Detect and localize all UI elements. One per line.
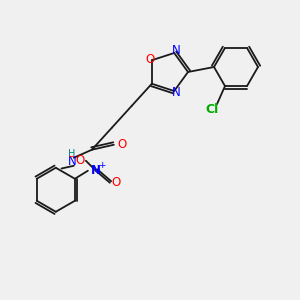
Text: O: O <box>145 53 154 66</box>
Text: O: O <box>117 138 126 151</box>
Text: +: + <box>98 161 106 170</box>
Text: N: N <box>172 44 181 58</box>
Text: −: − <box>67 151 75 160</box>
Text: Cl: Cl <box>206 103 219 116</box>
Text: H: H <box>68 149 76 159</box>
Text: O: O <box>75 154 85 167</box>
Text: N: N <box>68 155 76 168</box>
Text: N: N <box>172 85 181 98</box>
Text: N: N <box>91 164 101 177</box>
Text: O: O <box>111 176 121 189</box>
